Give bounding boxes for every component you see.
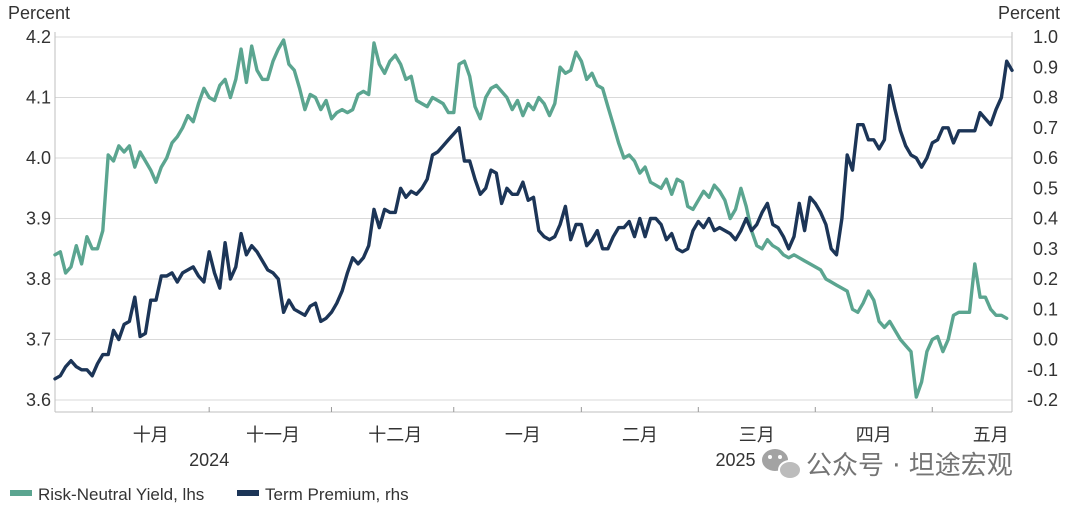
legend-label-risk-neutral: Risk-Neutral Yield, lhs (38, 485, 204, 504)
y-left-tick-label: 3.8 (26, 269, 51, 289)
x-year-label: 2025 (716, 450, 756, 470)
y-left-tick-label: 4.2 (26, 27, 51, 47)
x-month-label: 十二月 (368, 425, 422, 445)
y-right-tick-label: 0.6 (1033, 148, 1058, 168)
series-lines (53, 38, 1014, 399)
x-month-label: 十月 (133, 425, 169, 445)
y-right-tick-label: 0.4 (1033, 209, 1058, 229)
gridlines (55, 36, 1012, 401)
x-month-label: 一月 (505, 425, 541, 445)
legend-swatch-term-premium (237, 490, 259, 496)
series-line-risk-neutral-yield (53, 38, 1009, 399)
watermark-text: 公众号 · 坦途宏观 (806, 451, 1013, 481)
legend-label-term-premium: Term Premium, rhs (265, 485, 409, 504)
series-line-term-premium (53, 59, 1014, 381)
x-month-label: 十一月 (246, 425, 300, 445)
left-axis-title: Percent (8, 3, 70, 23)
y-left-tick-label: 3.7 (26, 330, 51, 350)
right-axis-title: Percent (998, 3, 1060, 23)
y-right-tick-label: -0.2 (1027, 390, 1058, 410)
y-right-tick-label: -0.1 (1027, 360, 1058, 380)
y-right-tick-label: 0.2 (1033, 269, 1058, 289)
wechat-icon (762, 449, 802, 480)
y-right-tick-label: 0.7 (1033, 118, 1058, 138)
y-left-tick-label: 4.1 (26, 88, 51, 108)
axes: Percent Percent 3.6 3.7 3.8 3.9 4.0 4.1 4.2 -0.… (8, 3, 1060, 470)
y-left-tick-label: 3.6 (26, 390, 51, 410)
legend-swatch-risk-neutral (10, 490, 32, 496)
y-right-tick-label: 0.3 (1033, 239, 1058, 259)
watermark: 公众号 · 坦途宏观 (762, 449, 1013, 481)
y-right-tick-label: 1.0 (1033, 27, 1058, 47)
x-month-label: 二月 (622, 425, 658, 445)
y-right-tick-label: 0.5 (1033, 178, 1058, 198)
x-month-label: 五月 (973, 425, 1009, 445)
x-month-label: 四月 (856, 425, 892, 445)
x-month-label: 三月 (739, 425, 775, 445)
legend: Risk-Neutral Yield, lhs Term Premium, rh… (10, 485, 409, 504)
y-right-tick-label: 0.0 (1033, 330, 1058, 350)
y-right-tick-label: 0.1 (1033, 299, 1058, 319)
y-left-tick-label: 3.9 (26, 209, 51, 229)
x-year-label: 2024 (189, 450, 229, 470)
y-left-tick-label: 4.0 (26, 148, 51, 168)
y-right-tick-label: 0.9 (1033, 57, 1058, 77)
y-right-tick-label: 0.8 (1033, 88, 1058, 108)
